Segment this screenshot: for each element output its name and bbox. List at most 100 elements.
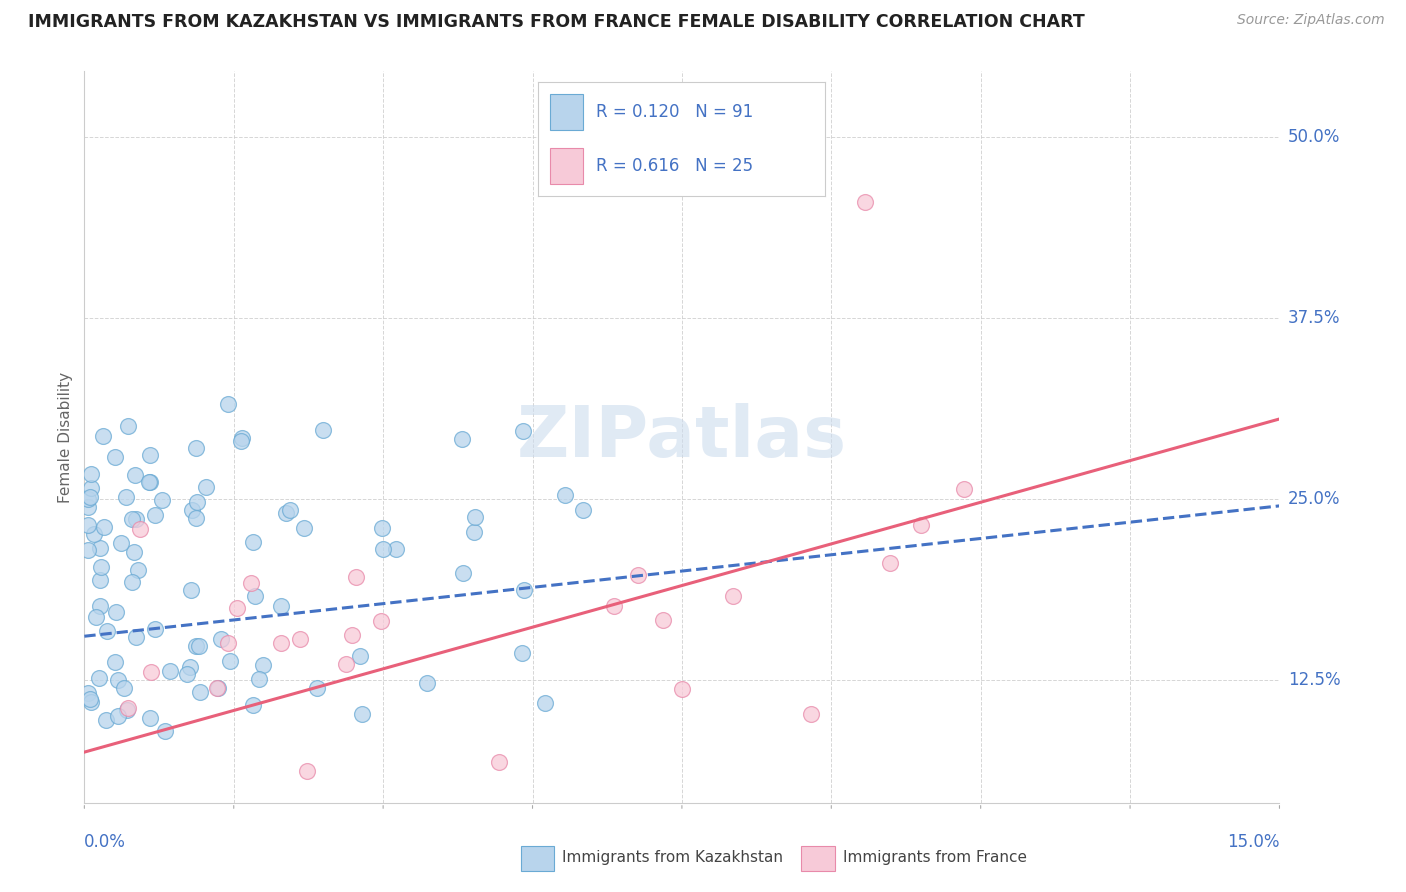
Text: 0.0%: 0.0% [84, 833, 127, 851]
Point [231, 434, 253, 448]
Point [79, 692, 101, 706]
Point [77, 518, 100, 533]
Point [194, 480, 217, 494]
Point [554, 488, 576, 502]
Point [344, 570, 367, 584]
Point [124, 468, 146, 483]
Point [127, 563, 149, 577]
Point [188, 639, 211, 653]
Point [80, 695, 103, 709]
Point [288, 632, 311, 646]
Point [371, 521, 394, 535]
Point [90, 560, 112, 574]
Point [252, 658, 274, 673]
Point [83, 527, 105, 541]
Text: 12.5%: 12.5% [1288, 671, 1340, 689]
Point [239, 576, 262, 591]
Point [184, 441, 207, 455]
Point [145, 623, 167, 637]
FancyBboxPatch shape [801, 846, 835, 871]
Text: IMMIGRANTS FROM KAZAKHSTAN VS IMMIGRANTS FROM FRANCE FEMALE DISABILITY CORRELATI: IMMIGRANTS FROM KAZAKHSTAN VS IMMIGRANTS… [28, 13, 1085, 31]
Point [292, 521, 315, 535]
Point [242, 698, 264, 713]
Point [350, 707, 373, 722]
Point [278, 503, 301, 517]
Point [89, 599, 111, 613]
Point [122, 545, 145, 559]
Point [627, 567, 650, 582]
Point [77, 492, 100, 507]
Point [114, 491, 136, 505]
Point [217, 636, 239, 650]
Point [117, 700, 139, 714]
Point [242, 535, 264, 549]
Point [451, 566, 474, 580]
Point [128, 522, 150, 536]
Point [110, 535, 132, 549]
Text: 25.0%: 25.0% [1288, 490, 1340, 508]
Point [77, 543, 100, 558]
Point [96, 713, 118, 727]
Point [219, 654, 242, 668]
Point [125, 631, 148, 645]
Point [77, 686, 100, 700]
Point [231, 431, 253, 445]
Point [87, 671, 110, 685]
Point [96, 624, 118, 638]
Point [247, 673, 270, 687]
Text: ZIPatlas: ZIPatlas [517, 402, 846, 472]
Point [80, 467, 103, 482]
Point [115, 703, 138, 717]
Point [340, 628, 363, 642]
Point [270, 636, 292, 650]
Point [226, 600, 249, 615]
Text: Immigrants from France: Immigrants from France [844, 850, 1028, 865]
Point [181, 503, 204, 517]
Point [652, 614, 675, 628]
Point [124, 512, 146, 526]
Point [107, 673, 129, 687]
Point [209, 632, 232, 646]
Point [312, 423, 335, 437]
Point [385, 541, 408, 556]
Point [184, 511, 207, 525]
Point [371, 541, 394, 556]
Text: 37.5%: 37.5% [1288, 309, 1340, 326]
Text: Immigrants from Kazakhstan: Immigrants from Kazakhstan [562, 850, 783, 865]
Point [276, 506, 298, 520]
Point [205, 681, 228, 695]
Point [89, 541, 111, 556]
Point [671, 681, 693, 696]
Point [139, 448, 162, 462]
Point [416, 676, 439, 690]
Text: 50.0%: 50.0% [1288, 128, 1340, 145]
Point [91, 429, 114, 443]
Text: Source: ZipAtlas.com: Source: ZipAtlas.com [1237, 13, 1385, 28]
Point [512, 424, 534, 438]
Point [952, 482, 974, 496]
Point [800, 706, 823, 721]
Point [179, 660, 201, 674]
Point [103, 655, 125, 669]
Point [270, 599, 292, 614]
Point [84, 610, 107, 624]
Y-axis label: Female Disability: Female Disability [58, 371, 73, 503]
Point [512, 583, 534, 598]
Point [121, 512, 143, 526]
Point [79, 490, 101, 504]
Point [370, 615, 392, 629]
Point [143, 508, 166, 523]
Text: 15.0%: 15.0% [1227, 833, 1279, 851]
Point [853, 194, 876, 209]
Point [217, 397, 239, 411]
Point [297, 764, 319, 778]
Point [188, 685, 211, 699]
Point [451, 432, 474, 446]
Point [150, 492, 173, 507]
Point [510, 646, 533, 660]
Point [89, 573, 111, 587]
Point [77, 500, 100, 515]
Point [464, 509, 486, 524]
Point [79, 481, 101, 495]
Point [879, 557, 901, 571]
